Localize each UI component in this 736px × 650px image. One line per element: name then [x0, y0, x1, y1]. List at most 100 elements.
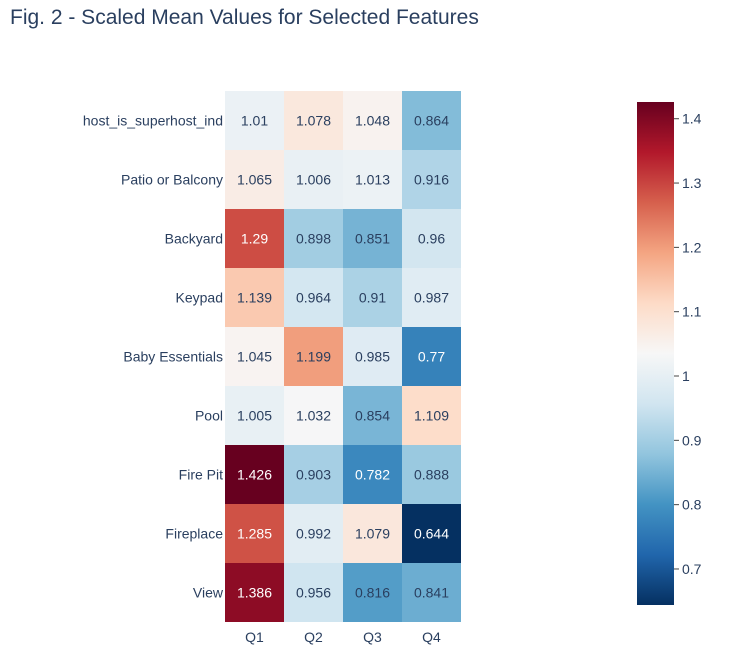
- y-tick-label: Baby Essentials: [123, 349, 223, 365]
- heatmap-cell-label: 1.005: [237, 408, 272, 424]
- x-axis-tick-labels: Q1 Q2 Q3 Q4: [245, 629, 441, 645]
- heatmap-cell: [402, 386, 461, 445]
- heatmap-cell-label: 1.29: [241, 231, 268, 247]
- heatmap-cell-label: 0.956: [296, 585, 331, 601]
- heatmap-cell-label: 0.91: [359, 290, 386, 306]
- colorbar-tick-label: 0.8: [682, 497, 702, 513]
- heatmap-cell: [343, 327, 402, 386]
- heatmap-cell: [402, 327, 461, 386]
- heatmap-cell: [225, 209, 284, 268]
- heatmap-cell: [402, 504, 461, 563]
- colorbar-tick-label: 1: [682, 368, 690, 384]
- heatmap-cell-label: 1.006: [296, 172, 331, 188]
- y-tick-label: Fire Pit: [179, 467, 223, 483]
- heatmap-cell-label: 0.644: [414, 526, 449, 542]
- heatmap-cell: [402, 209, 461, 268]
- heatmap-cell: [225, 563, 284, 622]
- y-axis-tick-labels: host_is_superhost_ind Patio or Balcony Bac…: [83, 113, 224, 601]
- x-tick-label: Q2: [304, 629, 323, 645]
- heatmap-cell-label: 1.01: [241, 113, 268, 129]
- heatmap-cell-label: 1.078: [296, 113, 331, 129]
- y-tick-label: Backyard: [165, 231, 223, 247]
- colorbar-gradient: [637, 102, 674, 605]
- x-tick-label: Q3: [363, 629, 382, 645]
- heatmap-cell: [284, 327, 343, 386]
- heatmap-cell-label: 0.851: [355, 231, 390, 247]
- heatmap-cell-label: 0.916: [414, 172, 449, 188]
- heatmap-cell-label: 0.992: [296, 526, 331, 542]
- heatmap-cell: [284, 209, 343, 268]
- colorbar-tick-label: 1.1: [682, 304, 702, 320]
- y-tick-label: Patio or Balcony: [121, 172, 223, 188]
- heatmap-cell-label: 0.903: [296, 467, 331, 483]
- heatmap-cell: [343, 268, 402, 327]
- heatmap-cell-label: 1.285: [237, 526, 272, 542]
- y-tick-label: Fireplace: [165, 526, 223, 542]
- heatmap-cell-label: 1.386: [237, 585, 272, 601]
- heatmap-cell-label: 0.898: [296, 231, 331, 247]
- heatmap-cell-label: 0.985: [355, 349, 390, 365]
- heatmap-cell-label: 0.841: [414, 585, 449, 601]
- heatmap-cell-label: 1.079: [355, 526, 390, 542]
- heatmap-cell: [284, 445, 343, 504]
- heatmap-cell: [402, 445, 461, 504]
- heatmap-cell: [343, 209, 402, 268]
- heatmap-cell: [284, 150, 343, 209]
- heatmap-cell: [402, 563, 461, 622]
- heatmap-cell-label: 0.782: [355, 467, 390, 483]
- heatmap-cell: [225, 268, 284, 327]
- colorbar-tick-label: 0.7: [682, 561, 702, 577]
- heatmap-cell-label: 0.77: [418, 349, 445, 365]
- heatmap-cell-label: 1.013: [355, 172, 390, 188]
- heatmap-cell: [284, 504, 343, 563]
- heatmap-cell: [343, 504, 402, 563]
- chart-title: Fig. 2 - Scaled Mean Values for Selected…: [10, 6, 479, 29]
- heatmap-cells: [225, 91, 461, 622]
- heatmap-cell: [343, 445, 402, 504]
- heatmap-cell-label: 1.065: [237, 172, 272, 188]
- heatmap-cell-labels: 1.01 1.078 1.048 0.864 1.065 1.006 1.013 0.916 1…: [237, 113, 449, 601]
- heatmap-cell-label: 0.96: [418, 231, 445, 247]
- heatmap-cell: [284, 386, 343, 445]
- colorbar: 0.7 0.8 0.9 1 1.1 1.2 1.3 1.4: [637, 102, 702, 605]
- heatmap-cell: [225, 91, 284, 150]
- heatmap-cell-label: 0.854: [355, 408, 390, 424]
- heatmap-cell: [225, 327, 284, 386]
- heatmap-cell-label: 1.139: [237, 290, 272, 306]
- heatmap-cell: [225, 386, 284, 445]
- heatmap-cell: [343, 91, 402, 150]
- heatmap-cell-label: 0.987: [414, 290, 449, 306]
- heatmap-cell: [343, 386, 402, 445]
- colorbar-tick-label: 1.4: [682, 111, 702, 127]
- heatmap-cell-label: 0.864: [414, 113, 449, 129]
- heatmap-cell-label: 1.045: [237, 349, 272, 365]
- heatmap-cell: [343, 563, 402, 622]
- heatmap-cell-label: 1.109: [414, 408, 449, 424]
- x-tick-label: Q4: [422, 629, 441, 645]
- heatmap-cell: [284, 268, 343, 327]
- y-tick-label: Pool: [195, 408, 223, 424]
- heatmap-cell-label: 1.032: [296, 408, 331, 424]
- heatmap-cell-label: 0.964: [296, 290, 331, 306]
- heatmap-cell: [343, 150, 402, 209]
- y-tick-label: Keypad: [176, 290, 223, 306]
- heatmap-cell-label: 0.888: [414, 467, 449, 483]
- y-tick-label: host_is_superhost_ind: [83, 113, 223, 129]
- heatmap-cell-label: 1.426: [237, 467, 272, 483]
- heatmap-cell: [402, 91, 461, 150]
- heatmap-cell: [402, 268, 461, 327]
- heatmap-cell: [284, 91, 343, 150]
- heatmap-cell-label: 1.199: [296, 349, 331, 365]
- colorbar-tick-label: 1.3: [682, 175, 702, 191]
- heatmap-cell: [225, 504, 284, 563]
- heatmap-cell: [402, 150, 461, 209]
- heatmap-cell-label: 1.048: [355, 113, 390, 129]
- colorbar-tick-label: 0.9: [682, 432, 702, 448]
- heatmap-cell: [225, 150, 284, 209]
- heatmap-cell: [225, 445, 284, 504]
- heatmap-cell-label: 0.816: [355, 585, 390, 601]
- colorbar-tick-label: 1.2: [682, 239, 702, 255]
- heatmap-cell: [284, 563, 343, 622]
- x-tick-label: Q1: [245, 629, 264, 645]
